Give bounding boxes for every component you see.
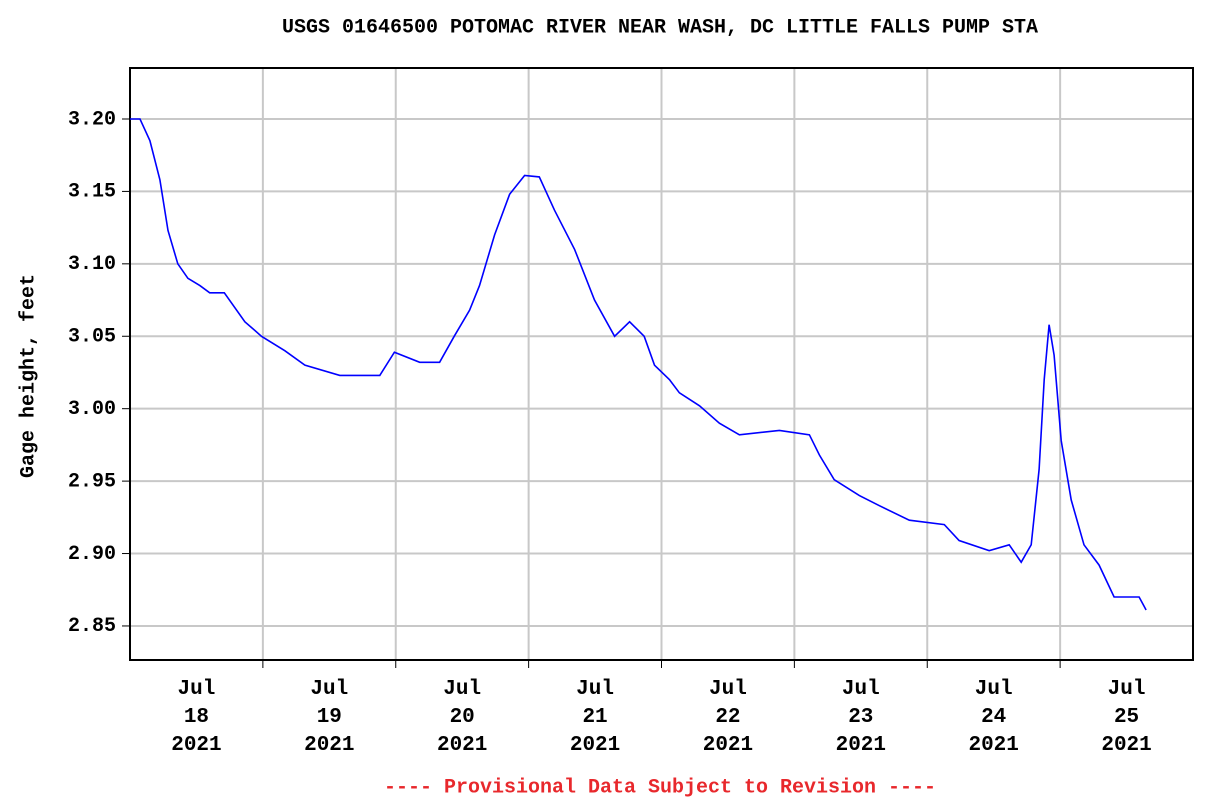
x-tick-label: Jul 25 2021 xyxy=(1101,678,1152,757)
y-axis-label: Gage height, feet xyxy=(17,274,40,478)
y-tick-label: 3.05 xyxy=(68,326,116,349)
y-tick-label: 2.85 xyxy=(68,615,116,638)
x-tick-label: Jul 20 2021 xyxy=(436,678,488,757)
plot-frame xyxy=(129,67,1194,661)
y-tick-label: 3.10 xyxy=(68,253,116,276)
footnote: ---- Provisional Data Subject to Revisio… xyxy=(384,776,936,799)
chart-title: USGS 01646500 POTOMAC RIVER NEAR WASH, D… xyxy=(282,16,1038,39)
y-tick-label: 2.95 xyxy=(68,470,116,493)
x-tick-label: Jul 23 2021 xyxy=(835,678,887,757)
y-tick-label: 3.15 xyxy=(68,181,116,204)
x-tick-label: Jul 24 2021 xyxy=(968,678,1019,757)
x-tick-label: Jul 19 2021 xyxy=(304,678,355,757)
x-tick-label: Jul 22 2021 xyxy=(702,678,754,757)
y-tick-label: 3.00 xyxy=(68,398,116,421)
y-tick-label: 2.90 xyxy=(68,543,116,566)
y-tick-label: 3.20 xyxy=(68,108,116,131)
x-tick-label: Jul 18 2021 xyxy=(171,678,222,757)
data-line xyxy=(130,118,1147,611)
x-tick-label: Jul 21 2021 xyxy=(569,678,621,757)
